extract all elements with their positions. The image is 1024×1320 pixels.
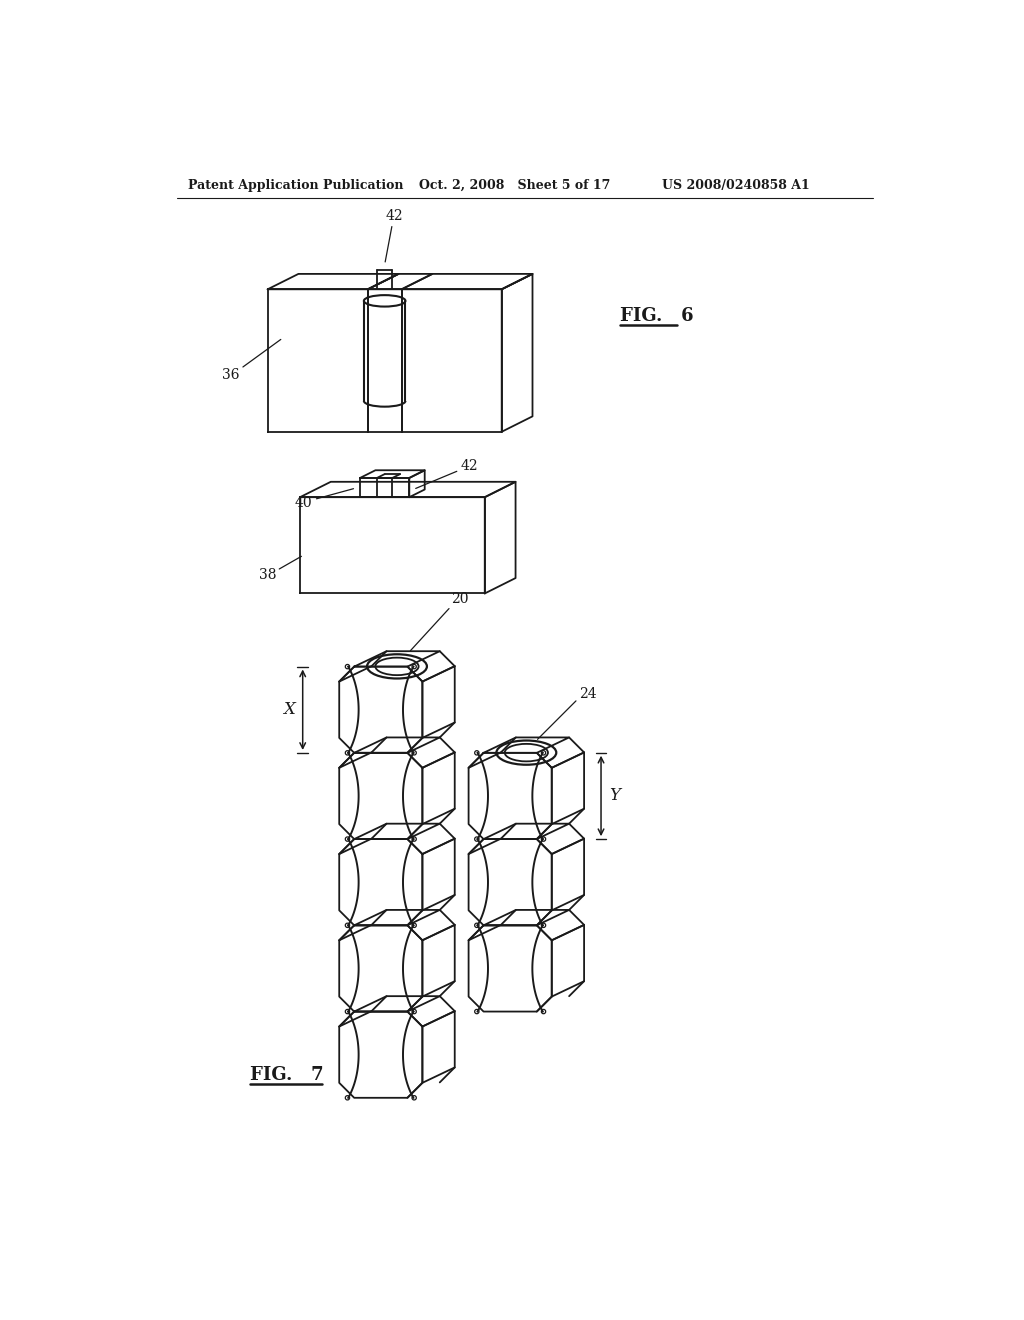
Text: 36: 36 (222, 368, 240, 381)
Text: 38: 38 (259, 568, 276, 582)
Text: 24: 24 (580, 686, 597, 701)
Text: FIG.   7: FIG. 7 (250, 1065, 324, 1084)
Text: FIG.   6: FIG. 6 (620, 308, 693, 325)
Text: 40: 40 (295, 496, 312, 511)
Text: Patent Application Publication: Patent Application Publication (188, 178, 403, 191)
Text: US 2008/0240858 A1: US 2008/0240858 A1 (662, 178, 810, 191)
Text: Oct. 2, 2008   Sheet 5 of 17: Oct. 2, 2008 Sheet 5 of 17 (419, 178, 610, 191)
Text: 42: 42 (385, 209, 402, 223)
Text: 42: 42 (461, 459, 478, 474)
Text: 20: 20 (451, 591, 468, 606)
Text: X: X (283, 701, 295, 718)
Text: Y: Y (609, 788, 621, 804)
